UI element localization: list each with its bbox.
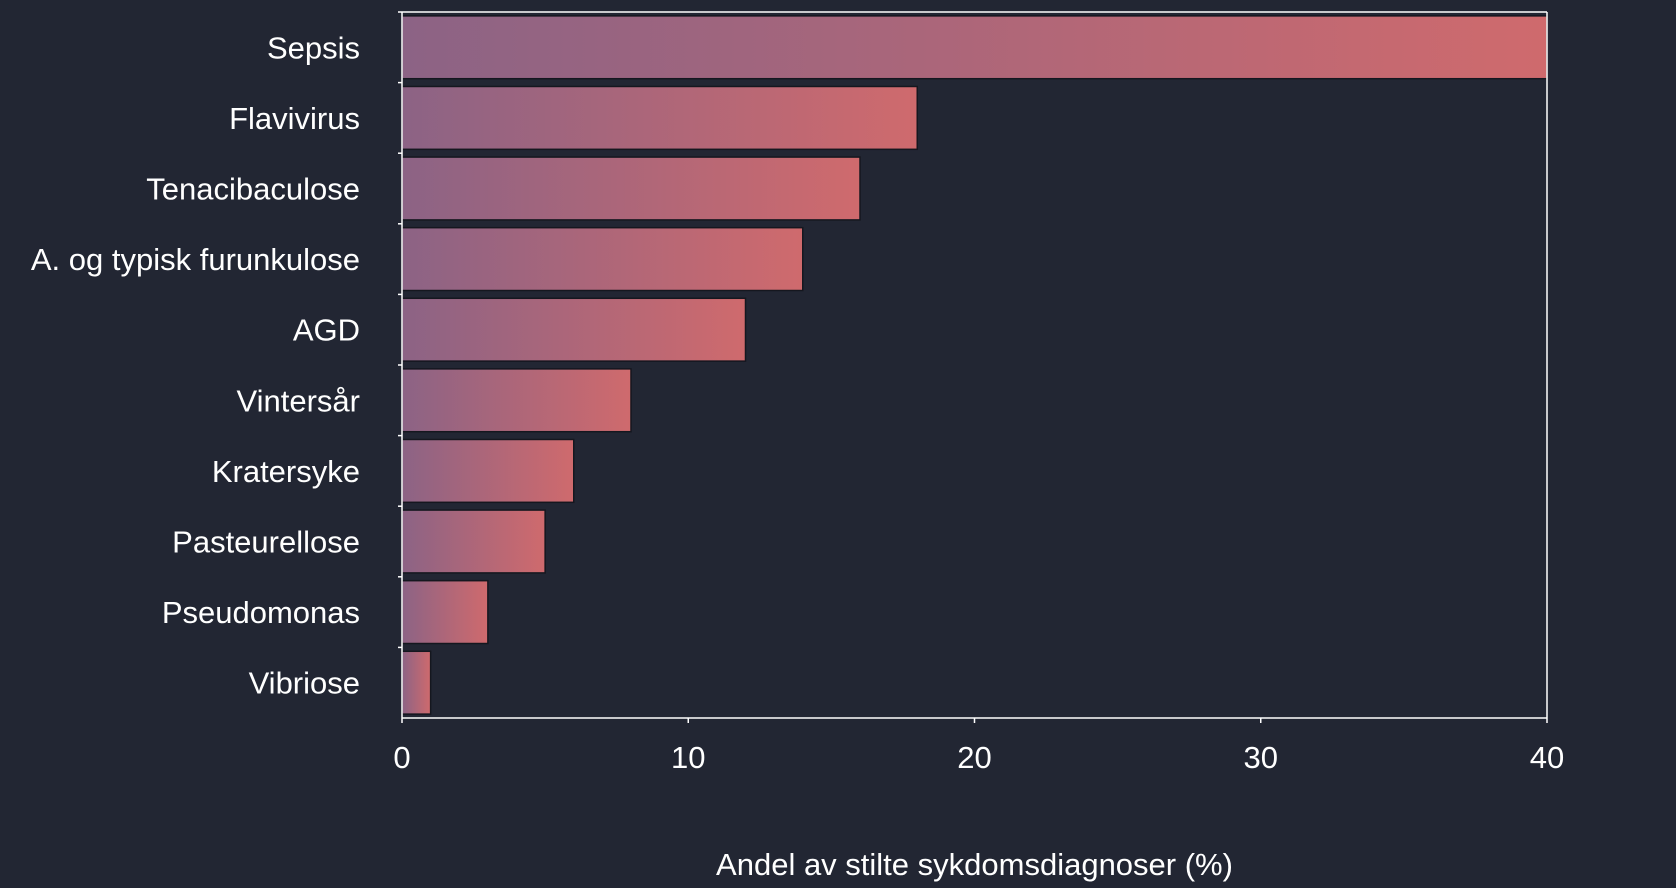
- x-axis-title: Andel av stilte sykdomsdiagnoser (%): [716, 847, 1233, 882]
- bar-0: [401, 15, 1548, 80]
- x-tick-label-1: 10: [671, 740, 705, 775]
- x-ticks-group: 0 10 20 30 40: [393, 718, 1564, 775]
- x-tick-label-4: 40: [1530, 740, 1564, 775]
- category-label-0: Sepsis: [267, 30, 360, 65]
- bar-7: [401, 509, 546, 574]
- category-label-3: A. og typisk furunkulose: [31, 242, 360, 277]
- category-label-1: Flavivirus: [229, 101, 360, 136]
- x-tick-label-0: 0: [393, 740, 410, 775]
- bar-9: [401, 650, 432, 715]
- bar-3: [401, 226, 804, 292]
- category-labels-group: Sepsis Flavivirus Tenacibaculose A. og typi…: [31, 30, 360, 700]
- category-label-4: AGD: [293, 313, 360, 348]
- category-label-2: Tenacibaculose: [146, 172, 360, 207]
- category-label-7: Pasteurellose: [172, 525, 360, 560]
- bar-5: [401, 368, 632, 433]
- category-label-5: Vintersår: [237, 383, 361, 418]
- category-label-6: Kratersyke: [212, 454, 360, 489]
- x-tick-label-3: 30: [1244, 740, 1278, 775]
- bar-2: [401, 156, 861, 221]
- axes-group: [398, 11, 1548, 719]
- category-label-8: Pseudomonas: [162, 595, 360, 630]
- bar-1: [401, 85, 918, 151]
- bar-8: [401, 579, 489, 645]
- x-tick-label-2: 20: [957, 740, 991, 775]
- bar-6: [401, 438, 575, 504]
- bars-group: [401, 15, 1548, 715]
- bar-4: [401, 297, 747, 362]
- category-label-9: Vibriose: [249, 666, 360, 701]
